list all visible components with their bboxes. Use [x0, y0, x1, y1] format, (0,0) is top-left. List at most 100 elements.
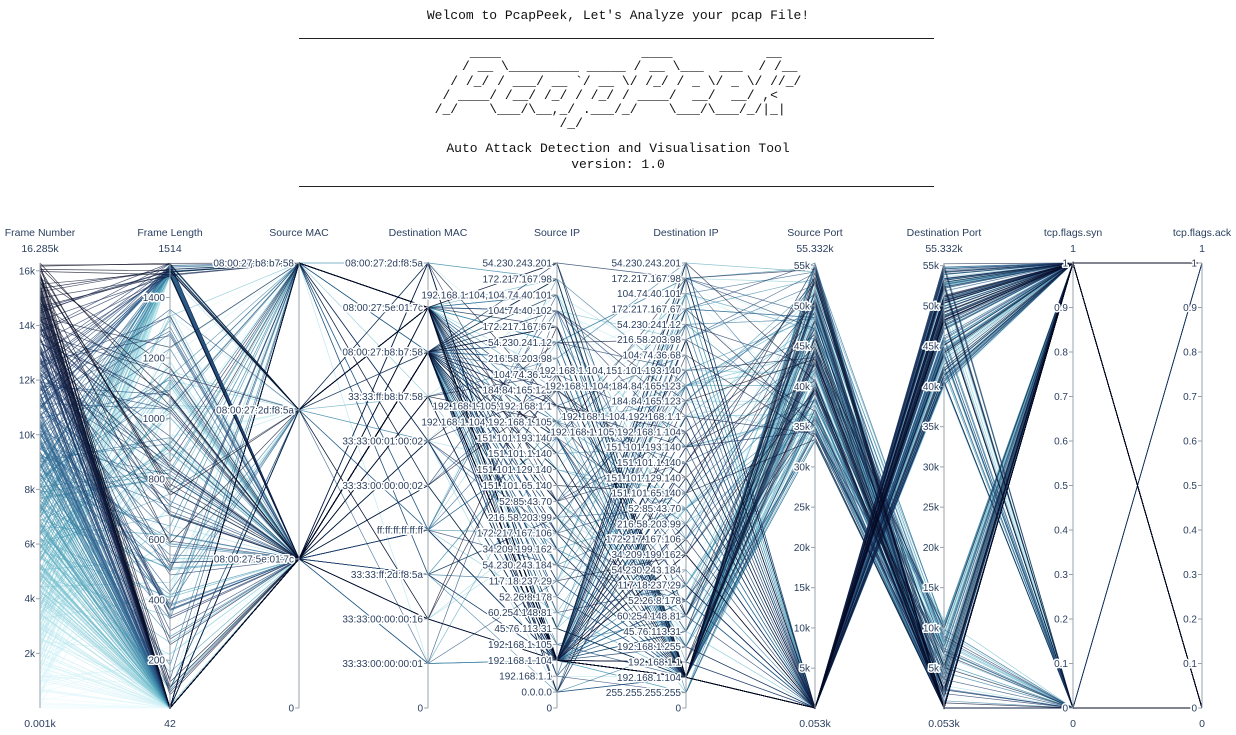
axis-frame-number[interactable]: Frame Number 16.285k 0.001k 16k 14k 12k 10k 8k 6…: [5, 227, 76, 730]
category-label: 151.101.193.140: [606, 443, 682, 454]
category-label: 33:33:00:00:00:16: [342, 615, 423, 626]
category-label: 33:33:00:00:00:02: [342, 481, 423, 492]
axis-title: tcp.flags.syn: [1044, 227, 1103, 239]
tagline: Auto Attack Detection and Visualisation …: [446, 141, 790, 156]
data-line: [39, 262, 1203, 709]
tick-label: 0.2: [1183, 615, 1197, 626]
category-label: 08:00:27:2d:f8:5a: [345, 259, 423, 270]
axis-destination-ip[interactable]: Destination IP 0 255.255.255.255 192.168.1.…: [538, 227, 719, 716]
tick-label: 15k: [794, 583, 811, 594]
category-label: 255.255.255.255: [606, 688, 682, 699]
category-label: 34.209.199.162: [611, 550, 681, 561]
axis-tcp-flags-syn[interactable]: tcp.flags.syn 1 0 1 0.9 0.8 0.7 0.6 0.5 0.4 0.3 0.2…: [1044, 227, 1103, 730]
axis-tcp-flags-ack[interactable]: tcp.flags.ack 1 0 1 0.9 0.8 0.7 0.6 0.5 0.4 0.3 0.2…: [1173, 227, 1232, 730]
category-label: 192.168.1.105,192.168.1.104: [550, 427, 681, 438]
axis-source-port[interactable]: Source Port 55.332k 0.053k 55k 50k 45k 40k 35k 3…: [787, 227, 843, 730]
data-line: [39, 293, 1202, 709]
tick-label: 50k: [794, 301, 811, 312]
tick-label: 0.5: [1183, 481, 1197, 492]
tick-label: 0.7: [1183, 392, 1197, 403]
axis-destination-port[interactable]: Destination Port 55.332k 0.053k 55k 50k 45k 40…: [907, 227, 982, 730]
axis-source-ip[interactable]: Source IP 0 0.0.0.0 192.168.1.1 192.168.1.10…: [420, 227, 580, 716]
category-label: 54.230.241.12: [488, 338, 552, 349]
category-label: 172.217.167.106: [606, 535, 682, 546]
tick-label: 0.4: [1183, 526, 1197, 537]
tick-label: 0.5: [1054, 481, 1068, 492]
category-label: 52.85.43.70: [628, 504, 681, 515]
category-label: 54.230.243.201: [611, 259, 681, 270]
tick-label: 1: [1191, 259, 1197, 270]
category-label: 45.76.113.31: [623, 627, 681, 638]
data-lines: [39, 261, 1203, 710]
tick-label: 10k: [923, 623, 940, 634]
category-label: 52.26.8.178: [499, 592, 552, 603]
axis-min-label: 0: [1199, 718, 1205, 730]
category-label: 172.217.167.98: [611, 274, 681, 285]
category-label: 192.168.1.104: [617, 673, 681, 684]
category-label: 151.101.65.140: [611, 489, 681, 500]
category-label: 184.84.165.123: [482, 386, 552, 397]
category-label: 184.84.165.123: [611, 397, 681, 408]
tick-label: 0.3: [1183, 570, 1197, 581]
tick-label: 1: [1062, 259, 1068, 270]
tick-label: 30k: [923, 462, 940, 473]
bottom-divider: [299, 186, 934, 187]
data-line: [39, 262, 1203, 709]
category-label: 0: [546, 704, 552, 715]
tick-label: 0.3: [1054, 570, 1068, 581]
axis-min-label: 42: [164, 718, 176, 730]
axis-title: Source IP: [534, 227, 580, 239]
data-line: [39, 262, 1202, 709]
data-line: [39, 262, 1202, 709]
category-label: 216.58.203.99: [617, 519, 681, 530]
axis-max-label: 55.332k: [925, 243, 963, 255]
tick-label: 1200: [143, 353, 166, 364]
subtitle-block: Auto Attack Detection and Visualisation …: [0, 141, 1236, 173]
tick-label: 55k: [794, 261, 811, 272]
tick-label: 400: [148, 595, 165, 606]
chart-axes: Frame Number16.285k0.001k16k14k12k10k8k6…: [5, 227, 1232, 730]
data-line: [39, 261, 1203, 709]
category-label: 151.101.1.140: [617, 458, 681, 469]
axis-destination-mac[interactable]: Destination MAC 0 33:33:00:00:00:01 33:33:0…: [341, 227, 468, 716]
data-line: [39, 306, 1202, 709]
category-label: 08:00:27:5e:01:7c: [214, 554, 294, 565]
data-line: [39, 262, 1203, 709]
category-label: 192.168.1.105: [488, 640, 552, 651]
axis-source-mac[interactable]: Source MAC 0 08:00:27:5e:01:7c 08:00:27:2d:…: [212, 227, 329, 716]
tick-label: 20k: [794, 543, 811, 554]
tick-label: 40k: [794, 382, 811, 393]
axis-title: Destination MAC: [389, 227, 468, 239]
category-label: 216.58.203.98: [488, 354, 552, 365]
tick-label: 0.6: [1183, 437, 1197, 448]
tick-label: 0.9: [1183, 303, 1197, 314]
data-line: [39, 262, 1203, 709]
tick-label: 12k: [19, 376, 36, 387]
tick-label: 30k: [794, 462, 811, 473]
tick-label: 6k: [24, 540, 36, 551]
axis-max-label: 55.332k: [796, 243, 834, 255]
data-line: [39, 262, 1202, 709]
category-label: 104.74.36.68: [623, 351, 682, 362]
axis-frame-length[interactable]: Frame Length 1514 42 1400 1200 1000 800 600 400 2…: [137, 227, 203, 730]
axis-max-label: 16.285k: [21, 243, 59, 255]
category-label: 104.74.40.102: [488, 306, 552, 317]
tick-label: 0: [1062, 704, 1068, 715]
category-label: 08:00:27:b8:b7:58: [342, 348, 423, 359]
tick-label: 50k: [923, 301, 940, 312]
category-label: 192.168.1.104,104.74.40.101: [421, 290, 552, 301]
tick-label: 0.9: [1054, 303, 1068, 314]
axis-title: Frame Number: [5, 227, 76, 239]
axis-min-label: 0.053k: [799, 718, 831, 730]
tick-label: 25k: [794, 503, 811, 514]
data-line: [39, 262, 1203, 710]
category-label: 52.85.43.70: [499, 497, 552, 508]
axis-title: Frame Length: [137, 227, 203, 239]
category-label: ff:ff:ff:ff:ff:ff: [377, 526, 423, 537]
category-label: 45.76.113.31: [494, 624, 552, 635]
tick-label: 1400: [143, 293, 166, 304]
top-divider: [299, 38, 934, 39]
category-label: 117.18.237.29: [489, 576, 553, 587]
parallel-coordinates-chart[interactable]: Frame Number16.285k0.001k16k14k12k10k8k6…: [0, 220, 1236, 735]
axis-title: Source Port: [787, 227, 843, 239]
